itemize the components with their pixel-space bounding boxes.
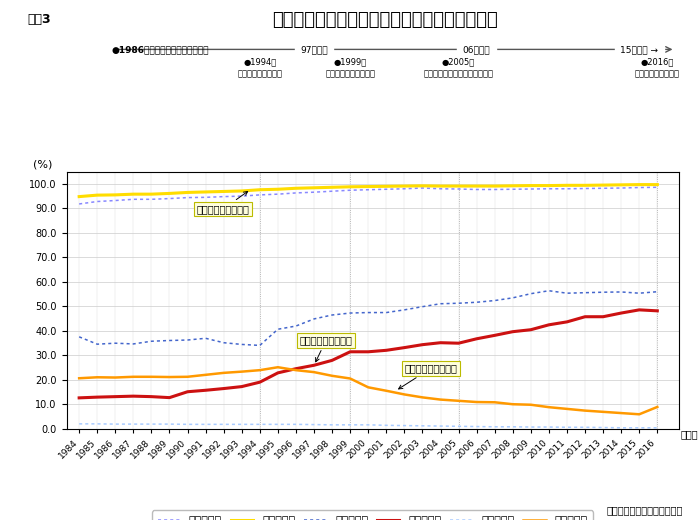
Text: 短大進学率（女性）: 短大進学率（女性）	[398, 363, 457, 389]
Text: ●2016年
「女性活躍推進法」: ●2016年 「女性活躍推進法」	[635, 58, 680, 79]
Text: ●1986年「男女雇用機会均等法」: ●1986年「男女雇用機会均等法」	[112, 45, 209, 54]
Text: ●1999年
「新エンゼルプラン」: ●1999年 「新エンゼルプラン」	[326, 58, 375, 79]
Legend: 高校（男）, 高校（女）, 大学（男）, 大学（女）, 短大（男）, 短大（女）: 高校（男）, 高校（女）, 大学（男）, 大学（女）, 短大（男）, 短大（女）	[153, 511, 593, 520]
Text: 大学進学率（女性）: 大学進学率（女性）	[300, 335, 353, 362]
Text: (%): (%)	[33, 159, 52, 169]
Text: ●2005年
「次世代育成支援対策推進法」: ●2005年 「次世代育成支援対策推進法」	[424, 58, 494, 79]
Text: （年）: （年）	[681, 429, 699, 439]
Text: 15年改定 →: 15年改定 →	[620, 45, 658, 54]
Text: 図表3: 図表3	[27, 13, 51, 26]
Text: ●1994年
「エンゼルプラン」: ●1994年 「エンゼルプラン」	[237, 58, 282, 79]
Text: 文部科学省「学校基本調査」: 文部科学省「学校基本調査」	[606, 505, 682, 515]
Text: 女性雇用と子育て支援政策、及び進学率の推移: 女性雇用と子育て支援政策、及び進学率の推移	[272, 11, 498, 29]
Text: 06年改定: 06年改定	[463, 45, 491, 54]
Text: 高校進学率（女性）: 高校進学率（女性）	[197, 191, 249, 214]
Text: 97年改定: 97年改定	[300, 45, 328, 54]
